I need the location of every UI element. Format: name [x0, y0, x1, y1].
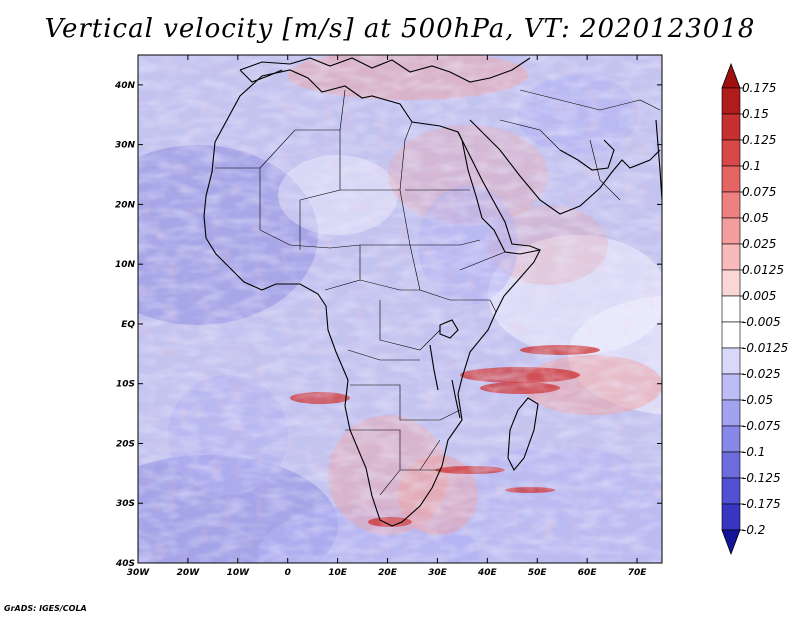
lon-tick-label: 40E [477, 568, 498, 578]
colorbar-label: -0.075 [742, 419, 781, 433]
lake-tanganyika [429, 344, 439, 391]
colorbar-swatch [721, 451, 741, 479]
lake-malawi [451, 379, 461, 419]
map-title: Vertical velocity [m/s] at 500hPa, VT: 2… [44, 14, 756, 44]
colorbar-swatch [721, 191, 741, 219]
colorbar-label: -0.025 [742, 367, 781, 381]
iberia [239, 69, 283, 83]
colorbar-label: 0.175 [742, 81, 776, 95]
axis-labels: 30W 20W 10W 0 10E 20E 30E 40E 50E 60E 70E 40N 30N 20N… [114, 81, 647, 578]
country-borders [215, 89, 661, 496]
lon-tick-label: 70E [628, 568, 648, 578]
lon-tick-label: 10W [227, 568, 251, 578]
colorbar-label: 0.05 [742, 211, 769, 225]
colorbar-swatch [721, 503, 741, 531]
lon-tick-label: 20W [177, 568, 201, 578]
colorbar-top-arrow [721, 62, 741, 89]
colorbar-swatch [721, 165, 741, 193]
plot-frame [137, 54, 663, 564]
lat-tick-label: 20S [116, 439, 135, 449]
lat-tick-label: 10S [116, 380, 135, 390]
persian-gulf [559, 139, 615, 171]
lat-tick-label: EQ [121, 320, 135, 330]
lon-tick-label: 0 [285, 568, 291, 578]
lon-tick-label: 30W [127, 568, 151, 578]
colorbar-label: 0.15 [742, 107, 769, 121]
arabia-coast [469, 119, 661, 215]
lat-tick-label: 30S [116, 499, 135, 509]
lon-tick-label: 50E [528, 568, 548, 578]
colorbar-label: -0.1 [742, 445, 765, 459]
red-sea-coast [457, 131, 541, 251]
colorbar-swatch [721, 373, 741, 401]
madagascar [507, 397, 539, 471]
lon-tick-label: 30E [428, 568, 448, 578]
colorbar-swatch [721, 399, 741, 427]
colorbar-label: -0.05 [742, 393, 773, 407]
india-west-coast [655, 119, 662, 201]
colorbar-label: 0.025 [742, 237, 776, 251]
lat-tick-label: 30N [115, 141, 136, 151]
mediterranean-north [239, 57, 531, 83]
colorbar-label: -0.005 [742, 315, 781, 329]
colorbar-label: 0.005 [742, 289, 776, 303]
colorbar-label: 0.125 [742, 133, 776, 147]
lat-tick-label: 40N [114, 81, 136, 91]
colorbar-label: -0.175 [742, 497, 781, 511]
colorbar-swatch [721, 321, 741, 349]
colorbar-swatch [721, 425, 741, 453]
colorbar-swatch [721, 295, 741, 323]
africa-coastline [203, 69, 541, 527]
colorbar-label: -0.125 [742, 471, 781, 485]
colorbar-swatch [721, 139, 741, 167]
axis-ticks [137, 55, 662, 564]
lon-tick-label: 20E [378, 568, 398, 578]
colorbar-swatch [721, 87, 741, 115]
colorbar-label: 0.075 [742, 185, 776, 199]
colorbar-swatch [721, 217, 741, 245]
colorbar-label: -0.0125 [742, 341, 788, 355]
lon-tick-label: 10E [328, 568, 348, 578]
lon-tick-label: 60E [578, 568, 598, 578]
field-texture-red [138, 55, 662, 563]
colorbar-swatch [721, 347, 741, 375]
colorbar-swatch [721, 243, 741, 271]
coastlines [203, 57, 662, 527]
lat-tick-label: 20N [115, 200, 136, 210]
lat-tick-label: 40S [115, 559, 135, 569]
lake-victoria [439, 319, 459, 339]
colorbar-swatch [721, 477, 741, 505]
lat-tick-label: 10N [115, 260, 136, 270]
grads-credit: GrADS: IGES/COLA [4, 604, 87, 613]
colorbar-bottom-arrow [721, 529, 741, 556]
colorbar-swatch [721, 269, 741, 297]
colorbar-swatch [721, 113, 741, 141]
colorbar-label: -0.2 [742, 523, 765, 537]
colorbar-label: 0.0125 [742, 263, 784, 277]
velocity-field [138, 55, 662, 563]
colorbar: 0.175 0.15 0.125 0.1 0.075 0.05 0.025 0.0125 0.0… [721, 62, 788, 556]
colorbar-label: 0.1 [742, 159, 761, 173]
